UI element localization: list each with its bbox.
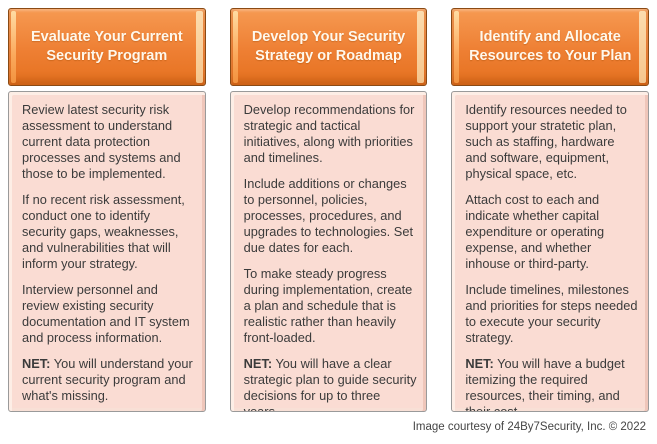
net-summary: NET: You will understand your current se… — [22, 356, 196, 404]
step-title: Evaluate Your Current Security Program — [30, 29, 183, 64]
paragraph: Attach cost to each and indicate whether… — [465, 192, 605, 271]
step-title: Develop Your Security Strategy or Roadma… — [251, 29, 406, 64]
net-summary: NET: You will have a budget itemizing th… — [465, 356, 639, 412]
paragraph: Review latest security risk assessment t… — [22, 102, 181, 181]
net-label: NET: — [22, 356, 51, 371]
step-header-develop: Develop Your Security Strategy or Roadma… — [229, 8, 428, 86]
net-label: NET: — [243, 356, 273, 371]
column-evaluate-program: Evaluate Your Current Security Program R… — [8, 8, 206, 412]
step-body-evaluate: Review latest security risk assessment t… — [8, 91, 206, 412]
step-header-identify: Identify and Allocate Resources to Your … — [451, 8, 650, 86]
column-allocate-resources: Identify and Allocate Resources to Your … — [451, 8, 650, 412]
net-text: You will understand your current securit… — [22, 356, 193, 403]
paragraph: Include timelines, milestones and priori… — [465, 282, 638, 345]
step-header-evaluate: Evaluate Your Current Security Program — [8, 8, 206, 86]
paragraph: Include additions or changes to personne… — [243, 176, 413, 255]
step-body-develop: Develop recommendations for strategic an… — [229, 91, 428, 412]
steps-row: Evaluate Your Current Security Program R… — [8, 8, 650, 412]
paragraph: If no recent risk assessment, conduct on… — [22, 192, 185, 271]
net-text: You will have a budget itemizing the req… — [465, 356, 625, 412]
step-body-identify: Identify resources needed to support you… — [451, 91, 650, 412]
credit-line: Image courtesy of 24By7Security, Inc. © … — [412, 421, 646, 433]
paragraph: Interview personnel and review existing … — [22, 282, 190, 345]
paragraph: Develop recommendations for strategic an… — [243, 102, 415, 165]
step-title: Identify and Allocate Resources to Your … — [469, 29, 632, 64]
net-summary: NET: You will have a clear strategic pla… — [243, 356, 418, 412]
net-label: NET: — [465, 356, 494, 371]
paragraph: To make steady progress during implement… — [243, 266, 413, 345]
net-text: You will have a clear strategic plan to … — [243, 356, 417, 412]
paragraph: Identify resources needed to support you… — [465, 102, 627, 181]
column-develop-strategy: Develop Your Security Strategy or Roadma… — [229, 8, 428, 412]
